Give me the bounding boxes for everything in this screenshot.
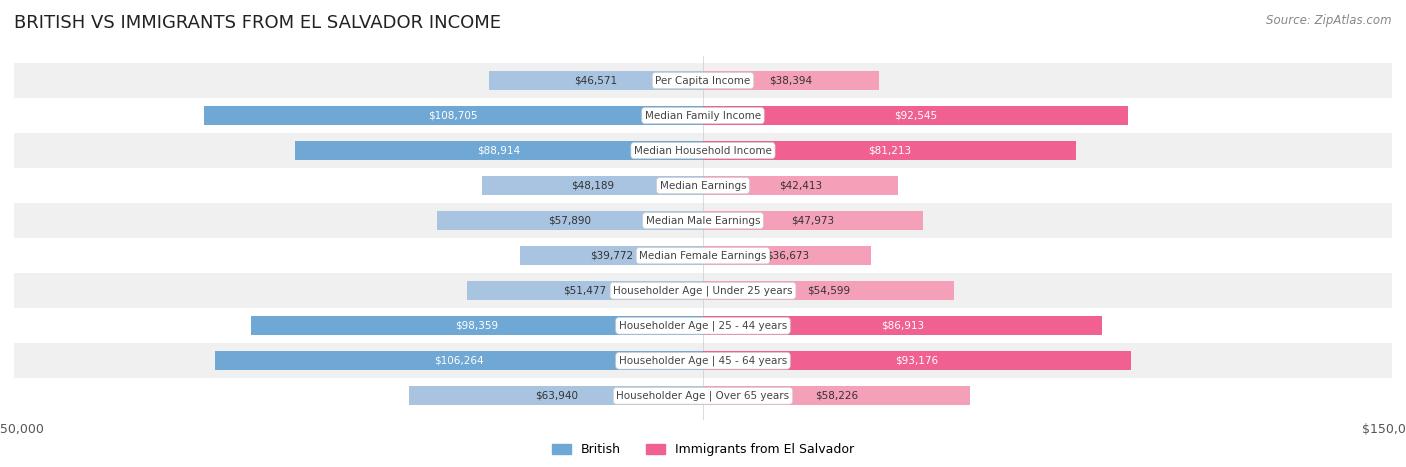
Text: $98,359: $98,359 — [456, 321, 499, 331]
Bar — [252, 316, 703, 335]
Bar — [14, 273, 1392, 308]
Bar — [295, 141, 703, 160]
Bar — [703, 211, 924, 230]
Bar — [703, 71, 879, 90]
Bar — [703, 141, 1076, 160]
Bar — [215, 351, 703, 370]
Text: $108,705: $108,705 — [429, 111, 478, 120]
Bar — [520, 246, 703, 265]
Bar — [437, 211, 703, 230]
Text: Householder Age | Over 65 years: Householder Age | Over 65 years — [616, 390, 790, 401]
Bar — [14, 238, 1392, 273]
Bar — [703, 351, 1130, 370]
Bar — [409, 386, 703, 405]
Text: $81,213: $81,213 — [868, 146, 911, 156]
Text: $48,189: $48,189 — [571, 181, 614, 191]
Text: $93,176: $93,176 — [896, 356, 939, 366]
Text: $38,394: $38,394 — [769, 76, 813, 85]
Text: Median Family Income: Median Family Income — [645, 111, 761, 120]
Text: Source: ZipAtlas.com: Source: ZipAtlas.com — [1267, 14, 1392, 27]
Text: $36,673: $36,673 — [766, 251, 808, 261]
Text: Median Male Earnings: Median Male Earnings — [645, 216, 761, 226]
Bar — [14, 308, 1392, 343]
Bar — [467, 281, 703, 300]
Legend: British, Immigrants from El Salvador: British, Immigrants from El Salvador — [547, 439, 859, 461]
Text: $46,571: $46,571 — [575, 76, 617, 85]
Bar — [489, 71, 703, 90]
Bar — [204, 106, 703, 125]
Bar — [703, 281, 953, 300]
Bar — [703, 176, 898, 195]
Bar — [482, 176, 703, 195]
Bar — [703, 316, 1102, 335]
Text: $42,413: $42,413 — [779, 181, 823, 191]
Text: Median Earnings: Median Earnings — [659, 181, 747, 191]
Bar — [703, 386, 970, 405]
Text: $58,226: $58,226 — [815, 391, 858, 401]
Text: $92,545: $92,545 — [894, 111, 936, 120]
Text: $88,914: $88,914 — [477, 146, 520, 156]
Bar — [703, 246, 872, 265]
Bar — [14, 203, 1392, 238]
Text: Median Household Income: Median Household Income — [634, 146, 772, 156]
Bar — [14, 63, 1392, 98]
Text: $57,890: $57,890 — [548, 216, 592, 226]
Bar — [14, 98, 1392, 133]
Text: $39,772: $39,772 — [591, 251, 633, 261]
Bar — [14, 378, 1392, 413]
Text: $54,599: $54,599 — [807, 286, 851, 296]
Text: $63,940: $63,940 — [534, 391, 578, 401]
Text: Householder Age | Under 25 years: Householder Age | Under 25 years — [613, 285, 793, 296]
Text: $47,973: $47,973 — [792, 216, 835, 226]
Text: Per Capita Income: Per Capita Income — [655, 76, 751, 85]
Text: Median Female Earnings: Median Female Earnings — [640, 251, 766, 261]
Bar — [703, 106, 1128, 125]
Bar — [14, 133, 1392, 168]
Bar — [14, 168, 1392, 203]
Text: Householder Age | 45 - 64 years: Householder Age | 45 - 64 years — [619, 355, 787, 366]
Text: $86,913: $86,913 — [882, 321, 924, 331]
Text: Householder Age | 25 - 44 years: Householder Age | 25 - 44 years — [619, 320, 787, 331]
Text: $51,477: $51,477 — [564, 286, 606, 296]
Text: BRITISH VS IMMIGRANTS FROM EL SALVADOR INCOME: BRITISH VS IMMIGRANTS FROM EL SALVADOR I… — [14, 14, 501, 32]
Bar — [14, 343, 1392, 378]
Text: $106,264: $106,264 — [434, 356, 484, 366]
